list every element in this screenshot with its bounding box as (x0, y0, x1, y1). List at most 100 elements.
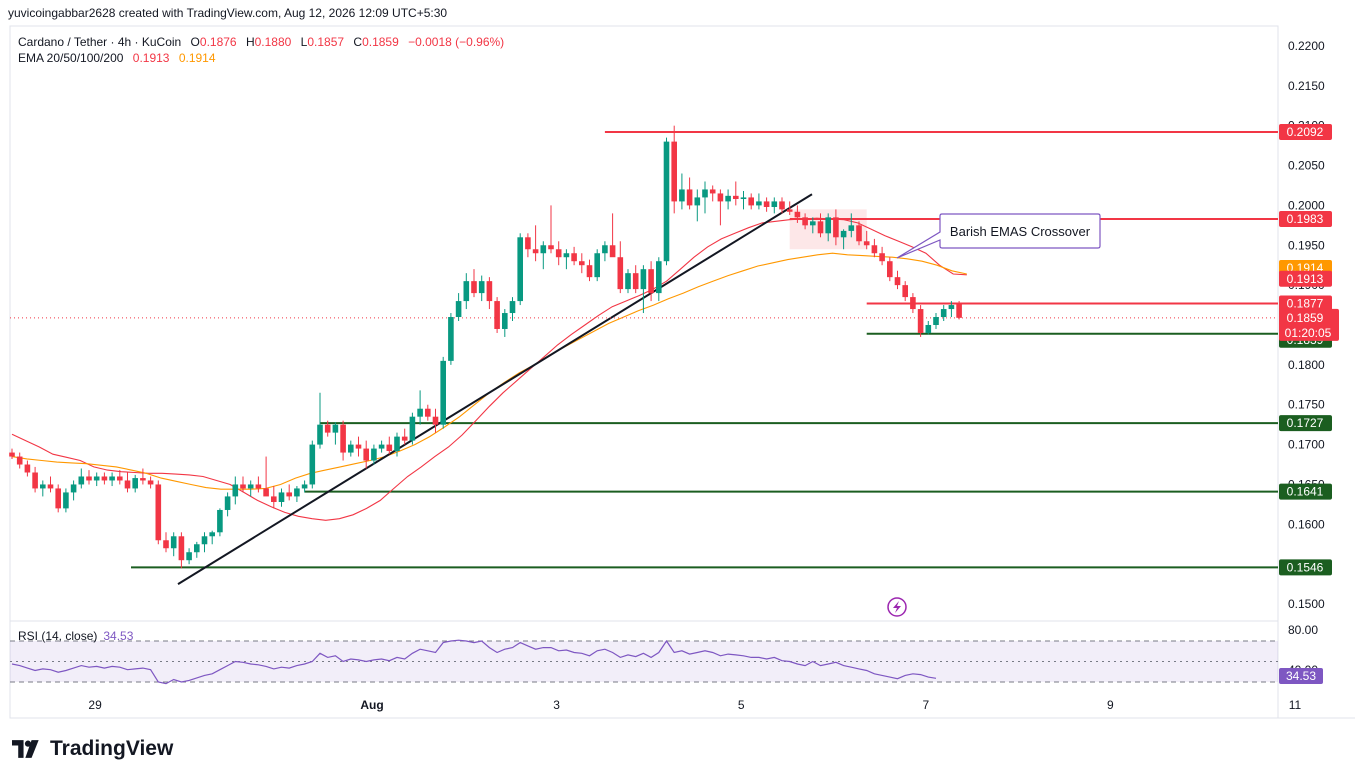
candle-body (525, 237, 531, 250)
candle-body (817, 221, 824, 234)
candle-body (455, 301, 462, 318)
candle-body (301, 484, 308, 489)
candle-body (833, 217, 839, 238)
candle-body (201, 536, 208, 545)
symbol-name: Cardano / Tether · 4h · KuCoin (18, 35, 182, 49)
x-tick-label: 11 (1289, 698, 1302, 712)
price-badge-bg (1279, 415, 1332, 432)
candle-body (763, 201, 770, 207)
ema-legend[interactable]: EMA 20/50/100/200 0.1913 0.1914 (18, 50, 216, 66)
candle-body (933, 317, 939, 325)
candle-body (9, 452, 15, 457)
y-tick-label: 0.1600 (1288, 517, 1325, 531)
price-badge-bg (1279, 270, 1332, 287)
candle-body (879, 253, 885, 262)
x-tick-label: Aug (360, 698, 383, 712)
candle-body (656, 261, 662, 294)
candle-body (825, 217, 831, 234)
candle-body (756, 201, 762, 206)
y-tick-label: 0.1700 (1288, 438, 1325, 452)
y-tick-label: 0.1750 (1288, 398, 1325, 412)
candle-body (363, 448, 369, 461)
candle-body (917, 309, 924, 333)
y-tick-label: 0.2050 (1288, 159, 1325, 173)
lightning-bolt-icon (893, 601, 901, 613)
candle-body (209, 532, 215, 537)
candle-body (632, 273, 639, 290)
candle-body (324, 424, 331, 433)
brand-name: TradingView (50, 737, 174, 760)
candle-body (617, 257, 624, 290)
ema-label: EMA 20/50/100/200 (18, 51, 124, 65)
open-value: 0.1876 (199, 35, 237, 49)
x-tick-label: 29 (88, 698, 102, 712)
candle-body (671, 141, 677, 202)
candle-body (802, 217, 808, 226)
symbol-legend[interactable]: Cardano / Tether · 4h · KuCoin O0.1876 H… (18, 34, 504, 50)
candle-body (401, 436, 408, 441)
price-badge-0.1877: 0.1877 (1287, 296, 1324, 310)
candle-body (425, 408, 431, 417)
high-value: 0.1880 (254, 35, 292, 49)
candle-body (240, 484, 246, 489)
rsi-line (11, 639, 937, 685)
y-tick-label: 0.1950 (1288, 238, 1325, 252)
candle-body (925, 324, 932, 333)
y-tick-label: 0.1500 (1288, 597, 1325, 611)
candle-body (247, 484, 254, 489)
rsi-label: RSI (14, close) (18, 629, 98, 643)
candle-body (840, 230, 847, 238)
candle-body (340, 424, 346, 453)
candle-body (640, 269, 647, 290)
candle-body (948, 305, 955, 310)
candle-body (940, 309, 947, 318)
candle-body (170, 536, 177, 549)
candle-body (194, 544, 200, 553)
candle-body (101, 476, 108, 481)
close-label: C (353, 35, 363, 49)
x-tick-label: 3 (553, 698, 560, 712)
candle-body (309, 444, 316, 485)
price-badge-bg (1279, 210, 1332, 227)
tradingview-logo[interactable]: TradingView (12, 736, 173, 762)
change-value: −0.0018 (−0.96%) (408, 35, 505, 49)
candle-body (140, 478, 146, 481)
rsi-legend-value: 34.53 (103, 629, 134, 643)
candle-body (571, 253, 577, 262)
candle-body (548, 245, 554, 250)
candle-body (810, 221, 816, 226)
candle-body (563, 253, 570, 258)
candle-body (579, 261, 585, 266)
candle-body (863, 241, 870, 246)
candle-body (725, 195, 731, 202)
candle-body (147, 480, 154, 485)
candle-body (217, 509, 223, 533)
alert-lightning-icon (887, 597, 907, 617)
candle-body (70, 484, 77, 493)
candle-body (956, 304, 962, 318)
x-tick-label: 5 (738, 698, 745, 712)
candle-body (648, 269, 654, 294)
candle-body (448, 317, 454, 361)
candle-body (224, 496, 231, 510)
ema20-line (11, 217, 967, 521)
candle-body (733, 195, 739, 200)
candle-body (109, 476, 115, 481)
rsi-legend[interactable]: RSI (14, close) 34.53 (18, 628, 133, 644)
candle-body (702, 189, 708, 198)
candle-body (255, 484, 262, 489)
candle-body (871, 245, 878, 254)
chart-credit: yuvicoingabbar2628 created with TradingV… (8, 6, 448, 20)
candle-body (902, 285, 908, 298)
candle-body (386, 444, 393, 451)
candle-body (740, 197, 747, 200)
annotation-text: Barish EMAS Crossover (950, 224, 1091, 239)
candle-body (32, 472, 38, 489)
high-label: H (245, 35, 255, 49)
close-value: 0.1859 (362, 35, 399, 49)
candle-body (848, 225, 855, 231)
candle-body (694, 197, 701, 206)
candle-body (679, 189, 685, 202)
candle-body (625, 273, 631, 290)
